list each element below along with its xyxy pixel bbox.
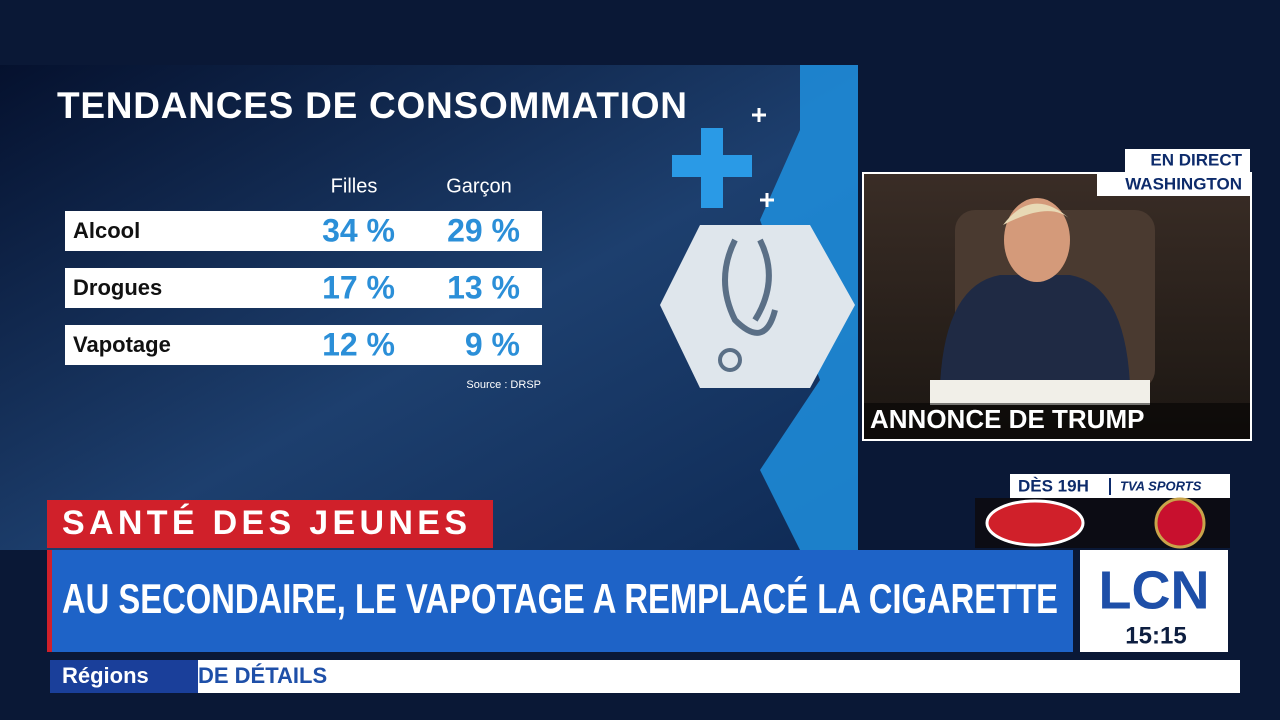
column-header: Garçon <box>446 175 512 197</box>
team-logo-home <box>985 499 1085 547</box>
ticker-strip <box>198 660 1240 693</box>
caption-bg <box>864 403 1250 439</box>
speaker-hair <box>1003 203 1071 225</box>
promo-strip <box>1010 474 1230 498</box>
channel-logo: LCN <box>1099 560 1210 620</box>
photo-hexagon <box>660 225 855 388</box>
document <box>930 380 1150 405</box>
cell-value: 29 % <box>447 212 520 248</box>
row-label: Alcool <box>73 218 140 243</box>
tag-box <box>47 500 493 548</box>
column-header: Filles <box>331 175 378 197</box>
stethoscope <box>722 238 778 336</box>
live-location-box <box>1097 173 1250 196</box>
promo-network: TVA SPORTS <box>1120 478 1202 493</box>
row-bar <box>65 268 542 308</box>
cell-value: 13 % <box>447 269 520 305</box>
plus-large <box>672 128 752 208</box>
speaker-suit <box>940 275 1130 385</box>
ticker-section-box <box>50 660 198 693</box>
cell-value: 17 % <box>322 269 395 305</box>
live-status-box <box>1125 149 1250 172</box>
plus-small <box>752 108 774 207</box>
cell-value: 9 % <box>465 326 520 362</box>
promo-time: DÈS 19H <box>1018 476 1089 495</box>
row-bar <box>65 211 542 251</box>
ticker-text: DE DÉTAILS <box>198 663 327 688</box>
headline-box <box>47 550 1073 652</box>
speaker-face <box>1004 198 1070 282</box>
clock: 15:15 <box>1125 622 1186 649</box>
cell-value: 12 % <box>322 326 395 362</box>
row-bar <box>65 325 542 365</box>
stethoscope-head <box>718 348 742 372</box>
live-caption: ANNONCE DE TRUMP <box>870 404 1144 434</box>
row-label: Drogues <box>73 275 162 300</box>
ticker-section: Régions <box>62 663 149 688</box>
live-location: WASHINGTON <box>1125 174 1242 193</box>
cell-value: 34 % <box>322 212 395 248</box>
headline-accent <box>47 550 52 652</box>
source: Source : DRSP <box>466 379 541 391</box>
graphic-title: TENDANCES DE CONSOMMATION <box>57 85 687 126</box>
live-status: EN DIRECT <box>1150 150 1242 169</box>
channel-box <box>1080 550 1228 652</box>
team-logo-away <box>1154 497 1206 549</box>
banner-headline: AU SECONDAIRE, LE VAPOTAGE A REMPLACÉ LA… <box>62 575 1058 622</box>
row-label: Vapotage <box>73 332 171 357</box>
